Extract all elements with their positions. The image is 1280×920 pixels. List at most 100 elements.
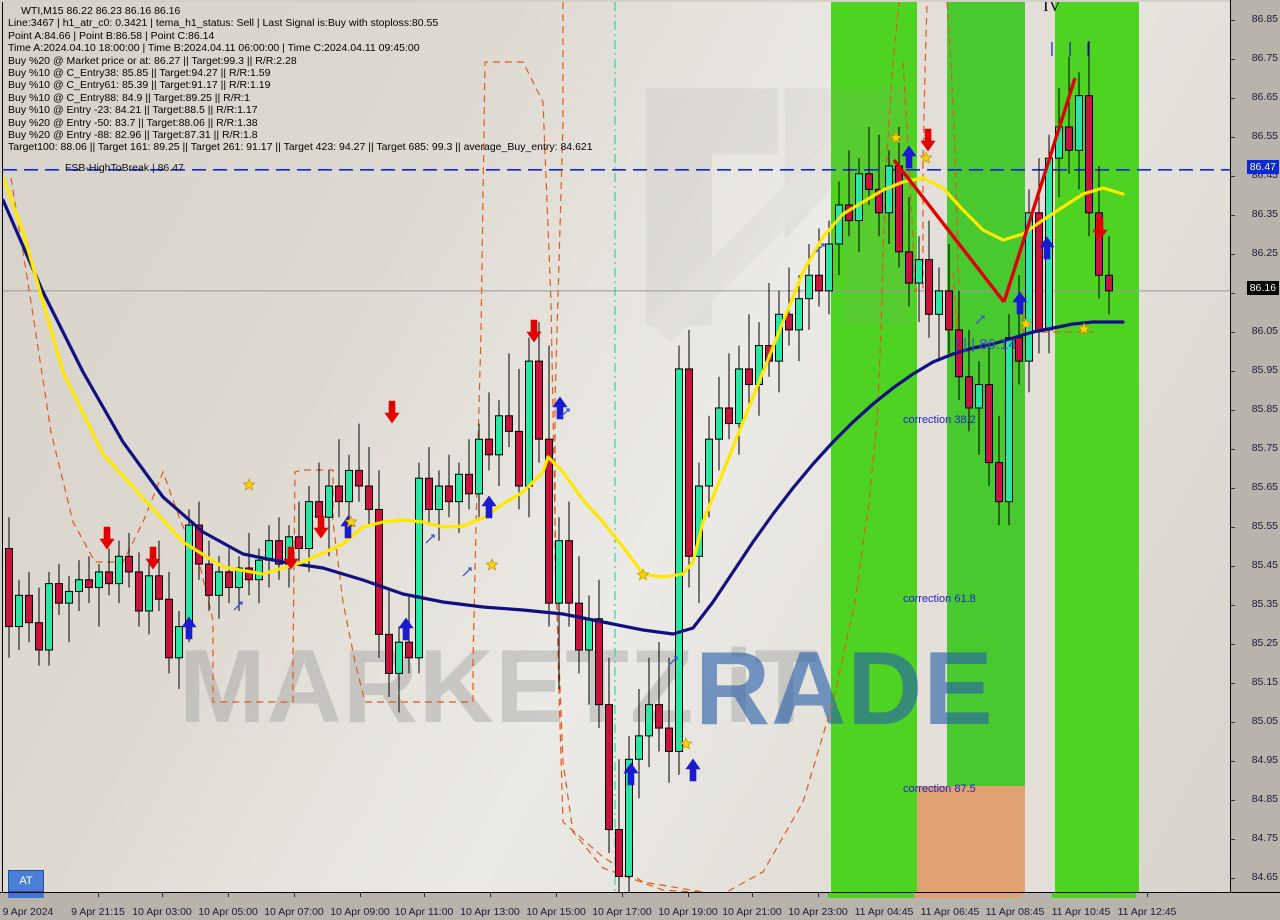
price-tick-mark xyxy=(1231,58,1235,60)
minor-signal-flag-icon xyxy=(815,243,825,253)
price-tick-label: 85.65 xyxy=(1251,480,1278,493)
minor-signal-flag-icon xyxy=(668,656,678,666)
time-tick-label: 10 Apr 09:00 xyxy=(330,906,390,918)
time-tick-mark xyxy=(556,893,557,897)
price-tick-mark xyxy=(1231,292,1235,294)
price-tick-label: 85.95 xyxy=(1251,363,1278,376)
time-tick-label: 10 Apr 05:00 xyxy=(198,906,258,918)
price-tick-label: 85.15 xyxy=(1251,676,1278,689)
price-tick-mark xyxy=(1231,214,1235,216)
sell-signal-arrow-icon xyxy=(145,546,161,570)
price-tick-label: 86.05 xyxy=(1251,324,1278,337)
time-axis-session-strip xyxy=(944,893,1022,898)
time-tick-mark xyxy=(490,893,491,897)
top-text-marker: IV xyxy=(1043,2,1061,15)
fractal-star-icon xyxy=(919,151,933,164)
time-tick-mark xyxy=(622,893,623,897)
chart-annotation: correction 61.8 xyxy=(903,593,976,605)
fractal-star-icon xyxy=(679,737,693,750)
watermark-text-grey: MARKETZ iT xyxy=(179,629,819,745)
time-tick-label: 10 Apr 07:00 xyxy=(264,906,324,918)
time-tick-label: 9 Apr 2024 xyxy=(2,906,54,918)
time-axis-session-strip xyxy=(1052,893,1136,898)
minor-signal-flag-icon xyxy=(975,315,985,325)
chart-annotation: | | | 86.14 xyxy=(955,336,1017,353)
time-axis-selection-strip xyxy=(8,893,44,898)
price-tick-mark xyxy=(1231,566,1235,567)
time-tick-label: 11 Apr 06:45 xyxy=(920,906,980,918)
time-axis[interactable]: 9 Apr 2024 9 Apr 21:15 10 Apr 03:00 10 Apr … xyxy=(0,892,1280,920)
price-tick-mark xyxy=(1231,253,1235,255)
price-tick-mark xyxy=(1231,370,1235,372)
price-tick-mark xyxy=(1231,761,1235,763)
price-tick-label: 85.85 xyxy=(1251,402,1278,415)
fractal-channel-mid xyxy=(902,2,928,293)
buy-signal-arrow-icon xyxy=(181,616,197,640)
buy-signal-arrow-icon xyxy=(481,495,497,519)
price-tick-label: 84.95 xyxy=(1251,754,1278,767)
price-tick-label: 86.75 xyxy=(1251,51,1278,64)
price-tick-mark xyxy=(1231,136,1235,138)
price-tick-label: 85.75 xyxy=(1251,441,1278,454)
price-tick-label: 86.65 xyxy=(1251,90,1278,103)
time-tick-label: 10 Apr 15:00 xyxy=(526,906,586,918)
session-band xyxy=(917,786,947,892)
price-tick-label: 84.65 xyxy=(1251,871,1278,884)
sell-signal-arrow-icon xyxy=(526,319,542,343)
session-band xyxy=(1025,2,1055,892)
price-tick-mark xyxy=(1231,722,1235,724)
trend-line-down-leg xyxy=(892,158,1006,304)
time-tick-label: 10 Apr 21:00 xyxy=(722,906,782,918)
fractal-star-icon xyxy=(636,568,650,581)
chart-tab-at-label: AT xyxy=(19,875,33,887)
price-tick-label: 84.85 xyxy=(1251,793,1278,806)
sell-signal-arrow-icon xyxy=(283,546,299,570)
time-tick-mark xyxy=(818,893,819,897)
minor-signal-flag-icon xyxy=(462,567,472,577)
chart-series-layer xyxy=(3,2,1230,892)
buy-signal-arrow-icon xyxy=(1012,291,1028,315)
sell-signal-arrow-icon xyxy=(1092,217,1108,241)
sell-signal-arrow-icon xyxy=(920,128,936,152)
time-tick-mark xyxy=(424,893,425,897)
price-tick-label: 85.25 xyxy=(1251,637,1278,650)
price-tick-label: 85.45 xyxy=(1251,559,1278,571)
buy-signal-arrow-icon xyxy=(1039,236,1055,260)
time-tick-label: 10 Apr 23:00 xyxy=(788,906,848,918)
fractal-channel-lower xyxy=(10,61,704,892)
blue-bars-marker: | | | xyxy=(1050,40,1096,57)
price-tick-mark xyxy=(1231,605,1235,607)
price-tick-mark xyxy=(1231,175,1235,177)
trend-line-up-leg xyxy=(1002,77,1077,303)
price-label-fsb: 86.47 xyxy=(1246,159,1279,174)
price-tick-mark xyxy=(1231,409,1235,411)
price-tick-mark xyxy=(1231,331,1235,333)
time-tick-mark xyxy=(294,893,295,897)
price-label-current: 86.16 xyxy=(1246,280,1279,295)
chart-plot-area[interactable]: MARKETZ iT RADE FSB-HighToBreak | 86.47 … xyxy=(2,2,1230,892)
time-tick-label: 10 Apr 11:00 xyxy=(394,906,454,918)
sell-signal-arrow-icon xyxy=(384,400,400,424)
time-axis-session-strip xyxy=(828,893,914,898)
time-tick-mark xyxy=(162,893,163,897)
time-tick-mark xyxy=(1147,893,1148,897)
time-tick-label: 10 Apr 03:00 xyxy=(132,906,192,918)
fractal-star-icon xyxy=(344,515,358,528)
time-axis-session-strip xyxy=(914,893,944,898)
fractal-star-icon xyxy=(889,131,903,144)
price-axis[interactable]: 86.8586.7586.6586.5586.4586.3586.2586.15… xyxy=(1230,0,1280,892)
chart-annotation: correction 87.5 xyxy=(903,783,976,795)
price-tick-mark xyxy=(1231,839,1235,841)
buy-signal-arrow-icon xyxy=(623,762,639,786)
price-tick-mark xyxy=(1231,97,1235,99)
time-tick-label: 11 Apr 10:45 xyxy=(1051,906,1111,918)
price-tick-label: 86.25 xyxy=(1251,246,1278,259)
time-tick-mark xyxy=(360,893,361,897)
sell-signal-arrow-icon xyxy=(99,526,115,550)
time-tick-label: 11 Apr 04:45 xyxy=(854,906,914,918)
chart-tab-at[interactable]: AT xyxy=(8,870,44,892)
time-tick-label: 10 Apr 13:00 xyxy=(460,906,520,918)
time-tick-label: 11 Apr 08:45 xyxy=(985,906,1045,918)
time-tick-mark xyxy=(98,893,99,897)
